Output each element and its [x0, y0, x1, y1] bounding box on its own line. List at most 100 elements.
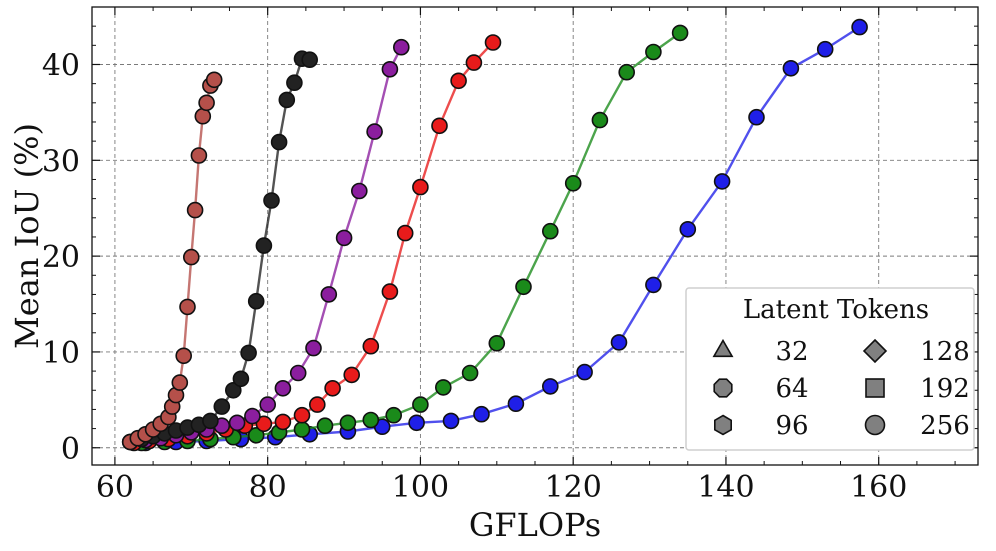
data-point: [259, 396, 277, 413]
data-point: [289, 364, 307, 382]
legend-entry: 256: [864, 411, 970, 441]
legend-entry-label: 192: [920, 374, 970, 404]
data-point: [385, 406, 403, 424]
data-point: [851, 18, 868, 36]
data-point: [381, 61, 399, 78]
data-point: [255, 415, 273, 433]
data-point: [412, 396, 429, 413]
data-point: [198, 94, 215, 112]
data-point: [507, 395, 525, 413]
y-tick-label: 40: [42, 48, 80, 83]
data-point: [255, 237, 273, 254]
data-point: [362, 411, 380, 429]
data-point: [247, 426, 265, 444]
data-point: [175, 347, 192, 365]
data-point: [350, 182, 368, 200]
data-point: [515, 278, 532, 296]
legend-box: [685, 287, 975, 451]
ticks: 60 80 100 120 140 160 0 10 20 30 40: [42, 7, 978, 505]
series-line: [129, 79, 216, 444]
data-point: [748, 108, 765, 126]
legend-entry-label: 128: [920, 337, 970, 367]
data-point: [488, 334, 506, 352]
x-tick-label: 160: [850, 470, 907, 505]
data-point: [782, 60, 800, 77]
y-tick-label: 20: [42, 240, 80, 275]
data-point: [213, 398, 231, 415]
legend-entry: 128: [862, 337, 970, 367]
legend-entry-label: 96: [775, 411, 808, 441]
data-point: [816, 40, 834, 58]
data-point: [202, 412, 219, 430]
y-tick-label: 10: [42, 336, 80, 371]
data-point: [225, 381, 242, 399]
data-point: [335, 229, 353, 247]
data-point: [263, 192, 280, 209]
data-point: [171, 374, 189, 391]
data-point: [293, 421, 311, 438]
data-point: [316, 417, 334, 435]
data-point: [412, 178, 429, 196]
data-point: [591, 111, 609, 129]
data-point: [434, 379, 452, 396]
data-point: [308, 396, 326, 413]
data-point: [618, 63, 636, 81]
legend: Latent Tokens 32 128 64 192 96 256: [685, 287, 975, 451]
data-point: [183, 248, 200, 266]
data-point: [244, 407, 261, 425]
series: [133, 24, 689, 452]
x-tick-label: 80: [249, 470, 287, 505]
data-point: [339, 414, 357, 432]
data-point: [408, 414, 425, 432]
legend-title: Latent Tokens: [743, 295, 929, 325]
data-point: [473, 405, 490, 423]
legend-entry-label: 64: [775, 374, 808, 404]
data-point: [645, 43, 662, 61]
data-point: [362, 337, 380, 355]
data-point: [564, 175, 582, 192]
x-axis-label: GFLOPs: [469, 506, 601, 544]
data-point: [381, 283, 399, 300]
diamond-marker: [862, 338, 888, 364]
data-point: [541, 222, 559, 240]
data-point: [450, 72, 467, 90]
data-point: [270, 133, 288, 151]
hexagon-marker: [713, 414, 733, 436]
data-point: [324, 379, 341, 397]
data-point: [431, 117, 448, 135]
data-point: [186, 201, 204, 219]
series: [121, 50, 319, 451]
series-layer: [121, 18, 868, 452]
data-point: [442, 412, 460, 430]
legend-entry: 192: [865, 374, 970, 404]
data-point: [343, 366, 361, 384]
grid: [92, 7, 978, 465]
legend-entries: 32 128 64 192 96 256: [712, 337, 970, 441]
legend-entry: 96: [713, 411, 809, 441]
data-point: [179, 298, 196, 316]
data-point: [366, 123, 383, 140]
data-point: [576, 363, 593, 381]
data-point: [679, 221, 697, 238]
legend-entry-label: 256: [920, 411, 970, 441]
data-point: [465, 54, 483, 71]
data-point: [278, 91, 296, 109]
data-point: [274, 413, 292, 431]
legend-entry-label: 32: [775, 337, 808, 367]
data-point: [240, 344, 257, 362]
data-point: [392, 38, 410, 56]
data-point: [713, 173, 731, 190]
data-point: [301, 51, 319, 69]
x-tick-label: 140: [697, 470, 754, 505]
data-point: [190, 147, 208, 164]
data-point: [205, 71, 223, 89]
series: [121, 71, 223, 451]
data-point: [461, 364, 479, 382]
data-point: [274, 379, 292, 397]
data-point: [396, 224, 414, 242]
square-marker: [865, 378, 885, 398]
data-point: [645, 276, 662, 294]
data-point: [320, 286, 338, 303]
circle-marker: [864, 414, 886, 436]
